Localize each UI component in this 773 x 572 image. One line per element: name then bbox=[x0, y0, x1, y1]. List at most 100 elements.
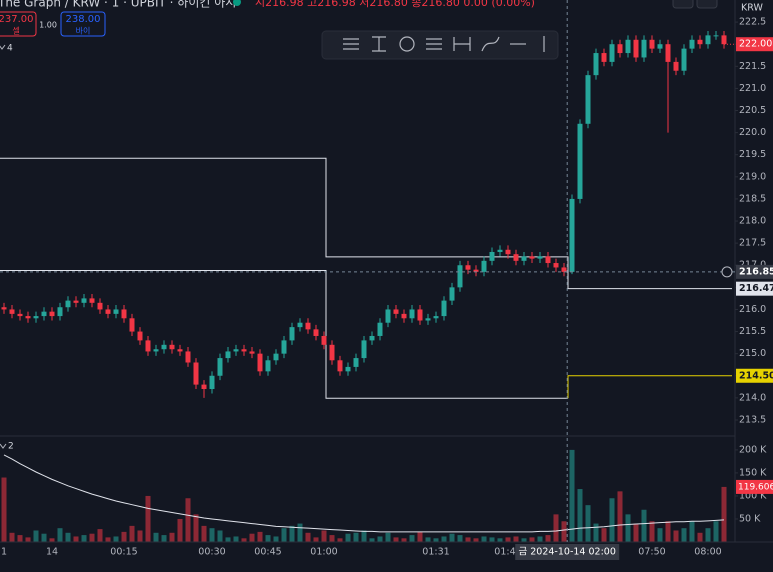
volume-bar bbox=[25, 537, 31, 542]
candle-body bbox=[673, 61, 679, 71]
candle-body bbox=[249, 351, 255, 354]
x-tick-label: 1 bbox=[1, 547, 7, 558]
volume-bar bbox=[249, 533, 255, 542]
candle-body bbox=[177, 349, 183, 352]
candle-body bbox=[657, 44, 663, 49]
level-label-box bbox=[736, 368, 773, 383]
volume-bar bbox=[377, 536, 383, 542]
volume-bar bbox=[705, 528, 711, 542]
tool-range[interactable] bbox=[453, 37, 471, 51]
buy-box[interactable] bbox=[60, 11, 106, 37]
candle-body bbox=[97, 302, 103, 310]
candle-body bbox=[497, 249, 503, 252]
candle-body bbox=[65, 300, 71, 308]
sell-box[interactable] bbox=[0, 11, 37, 37]
scroll-button[interactable] bbox=[672, 0, 694, 9]
volume-bar bbox=[177, 518, 183, 542]
candle-body bbox=[409, 309, 415, 319]
volume-bar bbox=[169, 532, 175, 542]
tool-circle[interactable] bbox=[399, 36, 415, 52]
sell-price[interactable]: 237.00 bbox=[0, 14, 34, 25]
candle-body bbox=[385, 309, 391, 323]
volume-bar bbox=[465, 537, 471, 542]
indicator-count[interactable]: 4 bbox=[7, 44, 13, 54]
y-tick-label: 217.5 bbox=[739, 238, 766, 249]
y-tick-label: 214.0 bbox=[739, 392, 766, 403]
candle-body bbox=[217, 358, 223, 376]
y-tick-label: 215.0 bbox=[739, 348, 766, 359]
add-alert-button[interactable] bbox=[721, 266, 733, 278]
crosshair-price-box bbox=[736, 264, 773, 279]
x-tick-label: 07:50 bbox=[638, 547, 665, 558]
volume-indicator-count[interactable]: 2 bbox=[8, 442, 14, 452]
y-tick-label: 215.5 bbox=[739, 326, 766, 337]
volume-bar bbox=[393, 537, 399, 542]
volume-bar bbox=[697, 532, 703, 542]
candle-body bbox=[73, 300, 79, 303]
volume-bar bbox=[577, 489, 583, 542]
buy-label[interactable]: 바이 bbox=[76, 26, 91, 36]
volume-last-box bbox=[736, 479, 773, 494]
plot-area bbox=[0, 30, 732, 542]
volume-bar bbox=[617, 491, 623, 542]
x-tick-label: 00:45 bbox=[254, 547, 281, 558]
candle-body bbox=[545, 256, 551, 264]
volume-bar bbox=[89, 533, 95, 542]
volume-bar bbox=[457, 535, 463, 542]
volume-bar bbox=[545, 535, 551, 542]
level-label: 216.47 bbox=[739, 283, 773, 294]
tool-brush[interactable] bbox=[481, 36, 500, 52]
volume-bar bbox=[657, 528, 663, 542]
volume-bar bbox=[97, 529, 103, 542]
candle-body bbox=[713, 35, 719, 37]
level-line bbox=[0, 270, 568, 399]
y-tick-label: 222.5 bbox=[739, 17, 766, 28]
candle-body bbox=[121, 309, 127, 319]
volume-bar bbox=[633, 523, 639, 542]
candle-body bbox=[49, 311, 55, 317]
candle-body bbox=[505, 249, 511, 255]
volume-bar bbox=[649, 521, 655, 542]
candle-body bbox=[9, 309, 15, 314]
volume-bar bbox=[721, 486, 727, 542]
volume-bar bbox=[329, 535, 335, 542]
last-price-box bbox=[736, 37, 773, 52]
buy-price[interactable]: 238.00 bbox=[66, 14, 101, 25]
scale-button[interactable] bbox=[696, 0, 718, 9]
candle-body bbox=[137, 331, 143, 341]
tool-fib[interactable] bbox=[343, 38, 359, 50]
level-label: 214.50 bbox=[739, 370, 773, 381]
level-line bbox=[0, 157, 732, 290]
volume-bar bbox=[49, 538, 55, 542]
volume-bar bbox=[401, 538, 407, 542]
candle-body bbox=[609, 44, 615, 62]
volume-tick-label: 150 K bbox=[739, 467, 767, 478]
collapse-icon[interactable] bbox=[0, 443, 7, 449]
volume-bar bbox=[353, 532, 359, 542]
volume-bar bbox=[417, 531, 423, 542]
volume-bar bbox=[689, 521, 695, 542]
candle-body bbox=[513, 254, 519, 261]
candle-body bbox=[105, 309, 111, 314]
tool-text[interactable] bbox=[372, 36, 386, 52]
candle-body bbox=[401, 313, 407, 319]
volume-bar bbox=[41, 533, 47, 542]
candle-body bbox=[649, 39, 655, 49]
candle-body bbox=[361, 340, 367, 359]
candle-body bbox=[185, 351, 191, 363]
volume-bar bbox=[161, 535, 167, 542]
candle-body bbox=[41, 311, 47, 317]
y-tick-label: 218.0 bbox=[739, 216, 766, 227]
sell-label[interactable]: 셀 bbox=[12, 26, 19, 36]
sell-button[interactable]: 237.00 셀 bbox=[0, 11, 37, 37]
volume-last-label: 119.606 bbox=[738, 482, 773, 492]
candle-body bbox=[225, 351, 231, 359]
candle-body bbox=[721, 35, 727, 45]
buy-button[interactable]: 238.00 바이 bbox=[60, 11, 106, 37]
collapse-icon[interactable] bbox=[0, 44, 6, 50]
candle-body bbox=[473, 269, 479, 272]
candle-body bbox=[89, 298, 95, 303]
tool-lines[interactable] bbox=[426, 38, 442, 50]
candle-body bbox=[553, 263, 559, 268]
